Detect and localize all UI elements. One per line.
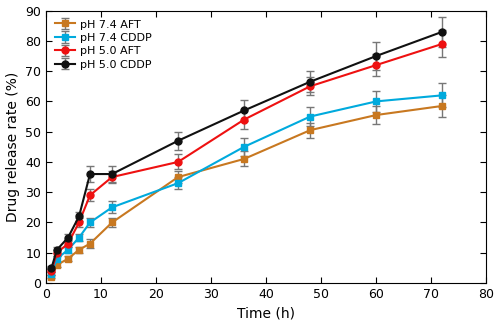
Legend: pH 7.4 AFT, pH 7.4 CDDP, pH 5.0 AFT, pH 5.0 CDDP: pH 7.4 AFT, pH 7.4 CDDP, pH 5.0 AFT, pH … — [52, 16, 156, 73]
X-axis label: Time (h): Time (h) — [237, 306, 295, 320]
Y-axis label: Drug release rate (%): Drug release rate (%) — [6, 72, 20, 222]
